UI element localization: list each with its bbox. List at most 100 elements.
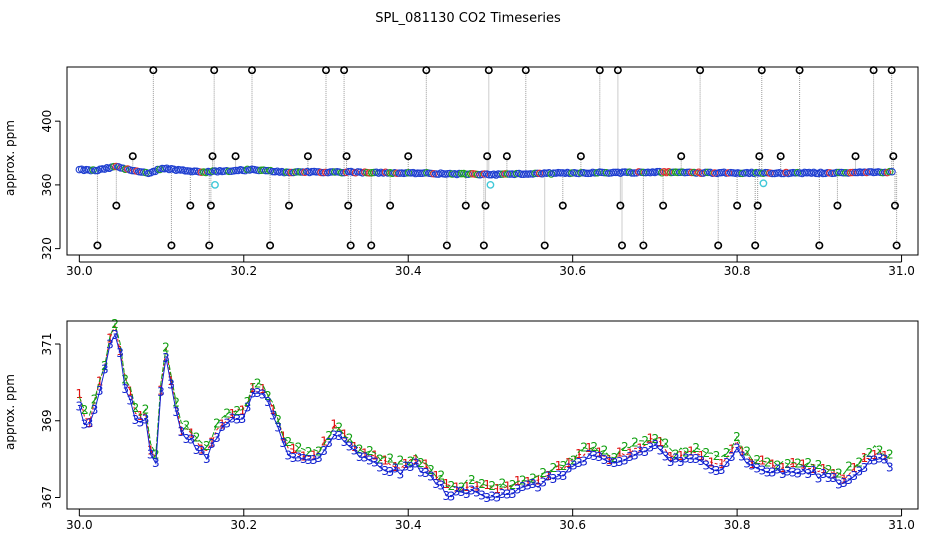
series-3-point: 3: [534, 480, 542, 494]
series-3-line: [78, 333, 891, 499]
series-3-point: 3: [488, 490, 496, 504]
series-3-point: 3: [723, 456, 731, 470]
series-2-point: 2: [733, 430, 741, 444]
series-3-point: 3: [784, 465, 792, 479]
series-2-point: 2: [703, 446, 711, 460]
series-2-point: 2: [183, 418, 191, 432]
series-3-point: 3: [575, 456, 583, 470]
series-1-point: 1: [840, 473, 848, 487]
series-3-point: 3: [499, 487, 507, 501]
x-tick-label: 30.6: [559, 518, 586, 532]
baseline-point: [312, 168, 321, 176]
series-3-point: 3: [305, 453, 313, 467]
series-3-point: 3: [101, 363, 109, 377]
series-3-point: 3: [641, 445, 649, 459]
series-3-point: 3: [203, 452, 211, 466]
baseline-point: [151, 167, 160, 176]
series-3-point: 3: [412, 457, 420, 471]
series-2-point: 2: [743, 444, 751, 458]
series-3-point: 3: [830, 471, 838, 485]
series-3-point: 3: [570, 459, 578, 473]
series-3-point: 3: [509, 487, 517, 501]
spike-point: [733, 201, 742, 210]
series-3-point: 3: [81, 418, 89, 432]
series-3-point: 3: [840, 476, 848, 490]
series-2-point: 2: [845, 460, 853, 474]
series-2-point: 2: [274, 413, 282, 427]
series-2-point: 2: [499, 477, 507, 491]
series-3-point: 3: [560, 469, 568, 483]
series-3-point: 3: [463, 487, 471, 501]
series-1-line: [78, 324, 891, 491]
series-2-point: 2: [539, 466, 547, 480]
series-1-point: 1: [779, 461, 787, 475]
baseline-point: [455, 169, 463, 178]
spike-point: [887, 66, 896, 75]
series-1-point: 1: [341, 427, 349, 441]
baseline-point: [331, 168, 339, 176]
x-tick-label: 30.4: [395, 518, 422, 532]
series-3-point: 3: [96, 384, 104, 398]
series-2-point: 2: [101, 359, 109, 373]
series-2-point: 2: [641, 434, 649, 448]
spike-point: [340, 66, 349, 75]
series-1-point: 1: [789, 456, 797, 470]
series-2-point: 2: [264, 389, 272, 403]
series-3-point: 3: [157, 385, 165, 399]
series-3-point: 3: [886, 460, 894, 474]
series-1-point: 1: [504, 480, 512, 494]
series-2-point: 2: [448, 479, 456, 493]
spike-point: [208, 152, 217, 161]
series-3-point: 3: [662, 449, 670, 463]
series-3-point: 3: [244, 401, 252, 415]
series-3-point: 3: [881, 453, 889, 467]
spike-point: [540, 241, 549, 250]
series-3-point: 3: [855, 465, 863, 479]
series-1-point: 1: [555, 459, 563, 473]
series-1-point: 1: [595, 446, 603, 460]
series-3-point: 3: [177, 425, 185, 439]
series-2-point: 2: [121, 373, 129, 387]
series-3-point: 3: [529, 477, 537, 491]
spike-point: [205, 241, 214, 250]
outlier-point: [759, 179, 768, 188]
series-3-point: 3: [728, 450, 736, 464]
series-2-point: 2: [611, 451, 619, 465]
spike-point: [248, 66, 257, 75]
series-2-point: 2: [672, 447, 680, 461]
spike-point: [442, 241, 451, 250]
series-3-point: 3: [208, 437, 216, 451]
baseline-point: [752, 168, 760, 177]
series-1-point: 1: [351, 440, 359, 454]
spike-point: [483, 152, 492, 161]
series-2-point: 2: [570, 453, 578, 467]
series-2-point: 2: [386, 452, 394, 466]
spike-point: [128, 152, 137, 161]
series-3-point: 3: [631, 448, 639, 462]
series-1-point: 1: [249, 381, 257, 395]
series-3-point: 3: [764, 466, 772, 480]
baseline-point: [91, 166, 100, 175]
baseline-point: [344, 167, 353, 176]
series-3-point: 3: [116, 346, 124, 360]
series-3-point: 3: [611, 456, 619, 470]
baseline-point: [264, 166, 272, 175]
series-3-point: 3: [748, 459, 756, 473]
series-1-point: 1: [126, 385, 134, 399]
series-1-point: 1: [310, 448, 318, 462]
spike-point: [890, 201, 899, 210]
series-2-point: 2: [519, 474, 527, 488]
series-3-point: 3: [198, 444, 206, 458]
spike-point: [889, 152, 898, 161]
series-3-point: 3: [320, 444, 328, 458]
series-2-point: 2: [366, 444, 374, 458]
series-3-point: 3: [473, 486, 481, 500]
x-tick-label: 30.0: [66, 264, 93, 278]
x-tick-label: 30.4: [395, 264, 422, 278]
series-3-point: 3: [774, 463, 782, 477]
series-3-point: 3: [376, 461, 384, 475]
series-1-point: 1: [371, 449, 379, 463]
series-3-point: 3: [585, 448, 593, 462]
baseline-point: [609, 168, 618, 177]
series-1-point: 1: [871, 448, 879, 462]
